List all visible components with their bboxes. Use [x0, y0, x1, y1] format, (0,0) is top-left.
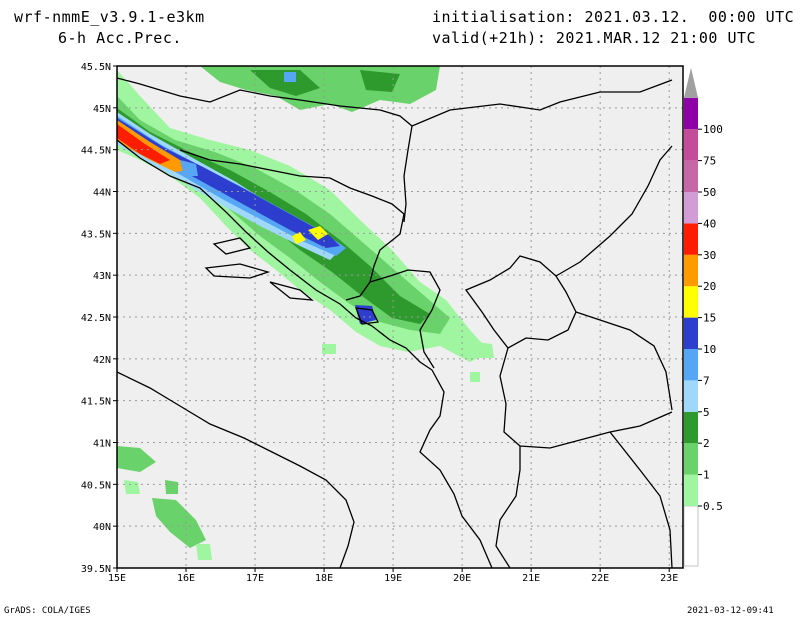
footer-grads: GrADS: COLA/IGES	[4, 606, 91, 616]
precip-core-orange	[117, 120, 190, 172]
legend-swatch	[684, 160, 698, 192]
precip-spots-southwest	[117, 446, 206, 548]
valid-label: valid(+21h):	[432, 29, 547, 47]
legend-swatch	[684, 411, 698, 444]
valid-time: valid(+21h): 2021.MAR.12 21:00 UTC	[432, 29, 756, 47]
serbia-border	[411, 79, 673, 127]
legend-label: 15	[703, 312, 716, 325]
lat-tick-label: 44N	[93, 188, 111, 199]
lon-tick-label: 18E	[315, 573, 333, 584]
legend-label: 1	[703, 469, 710, 482]
lat-tick-label: 41.5N	[81, 397, 111, 408]
italy-coastline	[116, 371, 355, 569]
precip-core-red	[117, 124, 170, 164]
legend-label: 0.5	[703, 500, 723, 513]
lon-tick-label: 22E	[591, 573, 609, 584]
legend-over-triangle	[684, 67, 698, 98]
lon-tick-label: 17E	[246, 573, 264, 584]
greece-border	[495, 431, 673, 569]
lat-tick-label: 44.5N	[81, 146, 111, 157]
albania-border	[419, 369, 493, 569]
legend-swatch	[684, 286, 698, 318]
legend-swatch	[684, 97, 698, 130]
field-name: 6-h Acc.Prec.	[58, 29, 182, 47]
lon-tick-label: 15E	[108, 573, 126, 584]
legend-swatch	[684, 349, 698, 381]
bosnia-border	[179, 149, 405, 301]
north-macedonia-border	[499, 347, 673, 449]
init-time: initialisation: 2021.03.12. 00:00 UTC	[432, 8, 794, 26]
lat-tick-label: 42N	[93, 355, 111, 366]
lat-tick-label: 43.5N	[81, 229, 111, 240]
adriatic-coastline	[116, 139, 433, 371]
lat-tick-label: 40N	[93, 522, 111, 533]
lat-tick-label: 39.5N	[81, 564, 111, 575]
legend-swatch	[684, 474, 698, 506]
islands-coast	[204, 237, 315, 301]
legend-label: 100	[703, 123, 723, 136]
legend-label: 10	[703, 343, 716, 356]
lon-tick-label: 23E	[660, 573, 678, 584]
precip-core-yellow	[292, 226, 328, 244]
legend-label: 50	[703, 186, 716, 199]
lon-tick-label: 19E	[384, 573, 402, 584]
axis-ticks: 45.5N 45N 44.5N 44N 43.5N 43N 42.5N 42N 41.5N 41N…	[81, 62, 678, 584]
lat-tick-label: 45N	[93, 104, 111, 115]
precip-spots-southwest-light	[124, 480, 212, 560]
legend-label: 40	[703, 217, 716, 230]
legend-swatch	[684, 192, 698, 224]
precip-core-dark-blue	[117, 118, 340, 248]
lat-tick-label: 40.5N	[81, 480, 111, 491]
legend-swatch	[684, 317, 698, 349]
valid-value: 2021.MAR.12 21:00 UTC	[555, 29, 757, 47]
legend-label: 2	[703, 437, 710, 450]
legend-swatch	[684, 129, 698, 161]
precipitation-field	[117, 66, 494, 560]
legend-label: 20	[703, 280, 716, 293]
lat-tick-label: 41N	[93, 439, 111, 450]
croatia-inland-border	[116, 77, 413, 223]
lon-tick-label: 20E	[453, 573, 471, 584]
legend-label: 30	[703, 249, 716, 262]
legend-swatch-below	[683, 505, 699, 567]
lake-scutari	[355, 307, 379, 325]
precip-spots-east	[322, 342, 494, 382]
legend-swatch	[684, 443, 698, 475]
legend-swatch	[684, 380, 698, 412]
legend-label: 7	[703, 374, 710, 387]
lat-tick-label: 42.5N	[81, 313, 111, 324]
precip-spot-north-blue	[284, 72, 296, 82]
montenegro-border	[369, 269, 441, 369]
precip-spot-blue-2	[180, 160, 198, 176]
legend-label: 75	[703, 155, 716, 168]
model-name: wrf-nmmE_v3.9.1-e3km	[14, 8, 205, 26]
color-legend: 0.5 1 2 5 7 10 15 20 30 40 50 75 100	[683, 67, 723, 567]
lon-tick-label: 16E	[177, 573, 195, 584]
legend-label: 5	[703, 406, 710, 419]
lon-tick-label: 21E	[522, 573, 540, 584]
bulgaria-border	[555, 145, 673, 411]
footer-timestamp: 2021-03-12-09:41	[687, 606, 774, 616]
boundaries	[116, 77, 673, 569]
lat-tick-label: 45.5N	[81, 62, 111, 73]
init-value: 2021.03.12. 00:00 UTC	[584, 8, 795, 26]
legend-swatch	[684, 223, 698, 255]
init-label: initialisation:	[432, 8, 575, 26]
lat-tick-label: 43N	[93, 271, 111, 282]
legend-swatch	[684, 254, 698, 287]
